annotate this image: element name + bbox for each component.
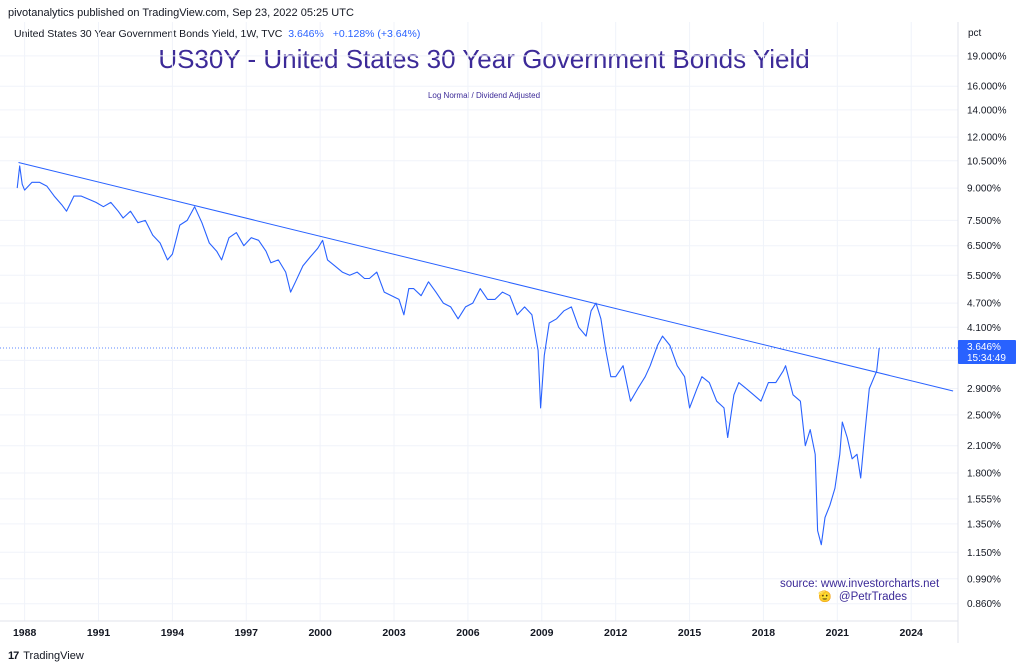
x-tick-label: 2021 (826, 627, 850, 639)
chart-title: US30Y - United States 30 Year Government… (158, 44, 810, 74)
grid (0, 22, 958, 621)
y-tick-label: 0.990% (967, 574, 1001, 585)
y-tick-label: 1.350% (967, 519, 1001, 530)
y-tick-label: 14.000% (967, 105, 1007, 116)
y-tick-label: 4.100% (967, 323, 1001, 334)
x-tick-label: 2003 (382, 627, 406, 639)
author-handle: @PetrTrades (838, 591, 908, 603)
x-tick-label: 1994 (161, 627, 185, 639)
price-tag: 3.646% 15:34:49 (958, 340, 1016, 365)
y-tick-label: 4.700% (967, 299, 1001, 310)
x-tick-label: 2000 (308, 627, 332, 639)
tradingview-logo-icon: 17 (8, 650, 19, 662)
symbol-name: United States 30 Year Government Bonds Y… (14, 28, 283, 40)
y-axis-unit: pct (968, 28, 982, 39)
source-annotation: source: www.investorcharts.net (780, 578, 940, 590)
y-tick-label: 16.000% (967, 82, 1007, 93)
y-axis-labels: 19.000% 16.000% 14.000% 12.000% 10.500% 9.000… (967, 51, 1007, 610)
x-tick-label: 2012 (604, 627, 628, 639)
author-annotation: 🫡 @PetrTrades (818, 590, 907, 603)
price-change: +0.128% (+3.64%) (332, 28, 421, 40)
y-tick-label: 9.000% (967, 184, 1001, 195)
chart-subtitle: Log Normal / Dividend Adjusted (427, 91, 541, 100)
price-tag-background (958, 340, 1016, 365)
price-tag-value: 3.646% (967, 342, 1001, 353)
x-tick-label: 2024 (900, 627, 924, 639)
price-tag-countdown: 15:34:49 (967, 353, 1006, 364)
y-tick-label: 5.500% (967, 271, 1001, 282)
y-tick-label: 1.150% (967, 548, 1001, 559)
y-tick-label: 10.500% (967, 156, 1007, 167)
x-tick-label: 1988 (13, 627, 37, 639)
y-tick-label: 2.900% (967, 384, 1001, 395)
last-price: 3.646% (288, 28, 324, 40)
yield-series-line[interactable] (16, 165, 880, 546)
tradingview-brand[interactable]: 17 TradingView (8, 650, 84, 662)
y-tick-label: 1.555% (967, 494, 1001, 505)
y-tick-label: 19.000% (967, 51, 1007, 62)
x-tick-label: 2006 (456, 627, 480, 639)
publisher-line: pivotanalytics published on TradingView.… (8, 7, 354, 19)
x-tick-label: 2015 (678, 627, 702, 639)
face-emoji-icon: 🫡 (818, 591, 832, 603)
trendline[interactable] (18, 162, 954, 392)
y-tick-label: 1.800% (967, 468, 1001, 479)
y-tick-label: 0.860% (967, 599, 1001, 610)
y-tick-label: 2.500% (967, 410, 1001, 421)
y-tick-label: 6.500% (967, 241, 1001, 252)
x-tick-label: 2009 (530, 627, 554, 639)
y-tick-label: 2.100% (967, 441, 1001, 452)
symbol-legend: United States 30 Year Government Bonds Y… (14, 28, 420, 40)
x-tick-label: 2018 (752, 627, 776, 639)
y-tick-label: 7.500% (967, 216, 1001, 227)
brand-name: TradingView (23, 650, 84, 662)
x-axis-labels: 1988 1991 1994 1997 2000 2003 2006 2009 2012 2015… (13, 627, 923, 639)
x-tick-label: 1991 (87, 627, 111, 639)
y-tick-label: 12.000% (967, 133, 1007, 144)
x-tick-label: 1997 (235, 627, 259, 639)
